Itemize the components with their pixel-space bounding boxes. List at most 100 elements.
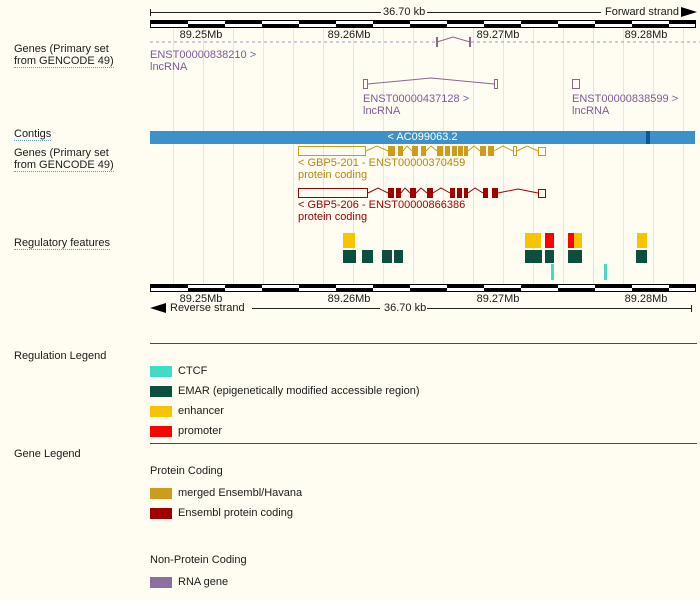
lnc-838599-exon[interactable] [572, 79, 580, 89]
lnc-437128-exon[interactable] [363, 79, 368, 89]
legend-item-ensembl-pc: Ensembl protein coding [0, 507, 700, 520]
legend-item-emar: EMAR (epigenetically modified accessible… [0, 385, 700, 398]
regulatory-emar[interactable] [362, 250, 373, 263]
gbp5-201-exon[interactable] [452, 146, 457, 156]
regulatory-enhancer[interactable] [343, 233, 355, 248]
regulatory-emar[interactable] [343, 250, 356, 263]
reverse-strand-label: Reverse strand [170, 302, 245, 314]
gbp5-201-exon[interactable] [445, 146, 450, 156]
regulatory-ctcf[interactable] [604, 264, 607, 280]
track-label-regulatory[interactable]: Regulatory features [14, 237, 110, 250]
legend-item-enhancer: enhancer [0, 405, 700, 418]
gbp5-206-exon[interactable] [450, 188, 455, 198]
gbp5-206-exon[interactable] [457, 188, 462, 198]
scale-length-label: 36.70 kb [383, 6, 426, 18]
gbp5-201-exon[interactable] [480, 146, 486, 156]
regulatory-emar[interactable] [636, 250, 647, 263]
lnc-838210-exon[interactable] [436, 37, 438, 47]
reverse-strand-arrow-icon [150, 303, 166, 313]
regulatory-enhancer[interactable] [525, 233, 541, 248]
gene-biotype: protein coding [298, 169, 368, 181]
legend-label: enhancer [178, 405, 224, 417]
gencode-link[interactable]: from GENCODE 49) [14, 159, 114, 172]
scale-length-label: 36.70 kb [384, 302, 427, 314]
gbp5-206-exon[interactable] [464, 188, 468, 198]
gbp5-206-exon[interactable] [492, 188, 498, 198]
regulatory-enhancer[interactable] [574, 233, 582, 248]
scale-line-left [252, 308, 380, 309]
contig-boundary[interactable] [646, 131, 650, 144]
gbp5-201-exon[interactable] [412, 146, 418, 156]
gbp5-206-exon[interactable] [396, 188, 401, 198]
regulatory-emar[interactable] [568, 250, 582, 263]
gbp5-201-exon[interactable] [421, 146, 426, 156]
contigs-link[interactable]: Contigs [14, 128, 52, 141]
regulatory-emar[interactable] [394, 250, 403, 263]
gbp5-206-exon[interactable] [483, 188, 488, 198]
coordinate-label: 89.26Mb [327, 29, 371, 41]
coordinate-label: 89.25Mb [179, 29, 223, 41]
gencode-link[interactable]: from GENCODE 49) [14, 55, 114, 68]
ruler-stripe [151, 24, 695, 27]
gbp5-206-end[interactable] [538, 189, 546, 198]
bottom-ruler-bar [150, 284, 696, 292]
regulatory-enhancer[interactable] [637, 233, 647, 248]
gbp5-201-utr[interactable] [298, 146, 366, 156]
regulatory-emar[interactable] [525, 250, 542, 263]
coordinate-label: 89.25Mb [179, 293, 223, 305]
regulatory-promoter[interactable] [568, 233, 574, 248]
scale-end-tick [691, 305, 692, 312]
regulatory-link[interactable]: Regulatory features [14, 237, 110, 250]
enhancer-swatch [150, 406, 172, 417]
ruler-stripe [151, 285, 695, 288]
track-label-genes-2[interactable]: Genes (Primary set [14, 147, 109, 159]
gbp5-201-exon[interactable] [437, 146, 443, 156]
regulatory-emar[interactable] [382, 250, 392, 263]
legend-item-rna-gene: RNA gene [0, 576, 700, 589]
gene-label-GBP5-201[interactable]: < GBP5-201 - ENST00000370459 [298, 157, 466, 169]
coordinate-label: 89.27Mb [476, 293, 520, 305]
track-label-genes-1[interactable]: Genes (Primary set [14, 43, 109, 55]
ruler-stripe [151, 288, 695, 291]
track-label-genes-1-line2[interactable]: from GENCODE 49) [14, 55, 114, 68]
top-ruler-bar [150, 20, 696, 28]
gbp5-201-exon[interactable] [488, 146, 494, 156]
legend-item-ctcf: CTCF [0, 365, 700, 378]
coordinate-label: 89.28Mb [624, 29, 668, 41]
gbp5-201-exon[interactable] [458, 146, 463, 156]
regulatory-promoter[interactable] [545, 233, 554, 248]
regulatory-emar[interactable] [545, 250, 554, 263]
track-label-genes-2-line2[interactable]: from GENCODE 49) [14, 159, 114, 172]
gbp5-201-exon[interactable] [388, 146, 395, 156]
gbp5-206-exon[interactable] [388, 188, 394, 198]
regulatory-ctcf[interactable] [551, 264, 554, 280]
gbp5-201-exon[interactable] [513, 146, 517, 156]
scale-start-tick [150, 9, 151, 16]
contig-bar[interactable]: < AC099063.2 [150, 131, 695, 144]
gbp5-206-exon[interactable] [427, 188, 433, 198]
transcript-id-ENST00000437128[interactable]: ENST00000437128 > [363, 93, 470, 105]
transcript-id-ENST00000838599[interactable]: ENST00000838599 > [572, 93, 679, 105]
gbp5-206-exon[interactable] [410, 188, 416, 198]
gbp5-206-utr[interactable] [298, 188, 368, 198]
lnc-437128-exon[interactable] [494, 79, 498, 89]
lnc-838210-exon[interactable] [469, 37, 471, 47]
gbp5-201-exon[interactable] [398, 146, 403, 156]
contig-name[interactable]: < AC099063.2 [387, 131, 458, 143]
gene-biotype: protein coding [298, 211, 368, 223]
ensembl-pc-swatch [150, 508, 172, 519]
legend-separator [150, 443, 697, 444]
gene-label-GBP5-206[interactable]: < GBP5-206 - ENST00000866386 [298, 199, 466, 211]
gbp5-201-exon[interactable] [464, 146, 468, 156]
legend-label: RNA gene [178, 576, 229, 588]
track-label-contigs[interactable]: Contigs [14, 128, 52, 141]
scale-line-left [151, 12, 381, 13]
coordinate-label: 89.28Mb [624, 293, 668, 305]
protein-coding-heading: Protein Coding [150, 465, 223, 477]
regulation-legend-title: Regulation Legend [14, 350, 107, 362]
merged-gene-swatch [150, 488, 172, 499]
gbp5-201-end[interactable] [538, 147, 546, 156]
transcript-id-ENST00000838210[interactable]: ENST00000838210 > [150, 49, 257, 61]
legend-item-promoter: promoter [0, 425, 700, 438]
